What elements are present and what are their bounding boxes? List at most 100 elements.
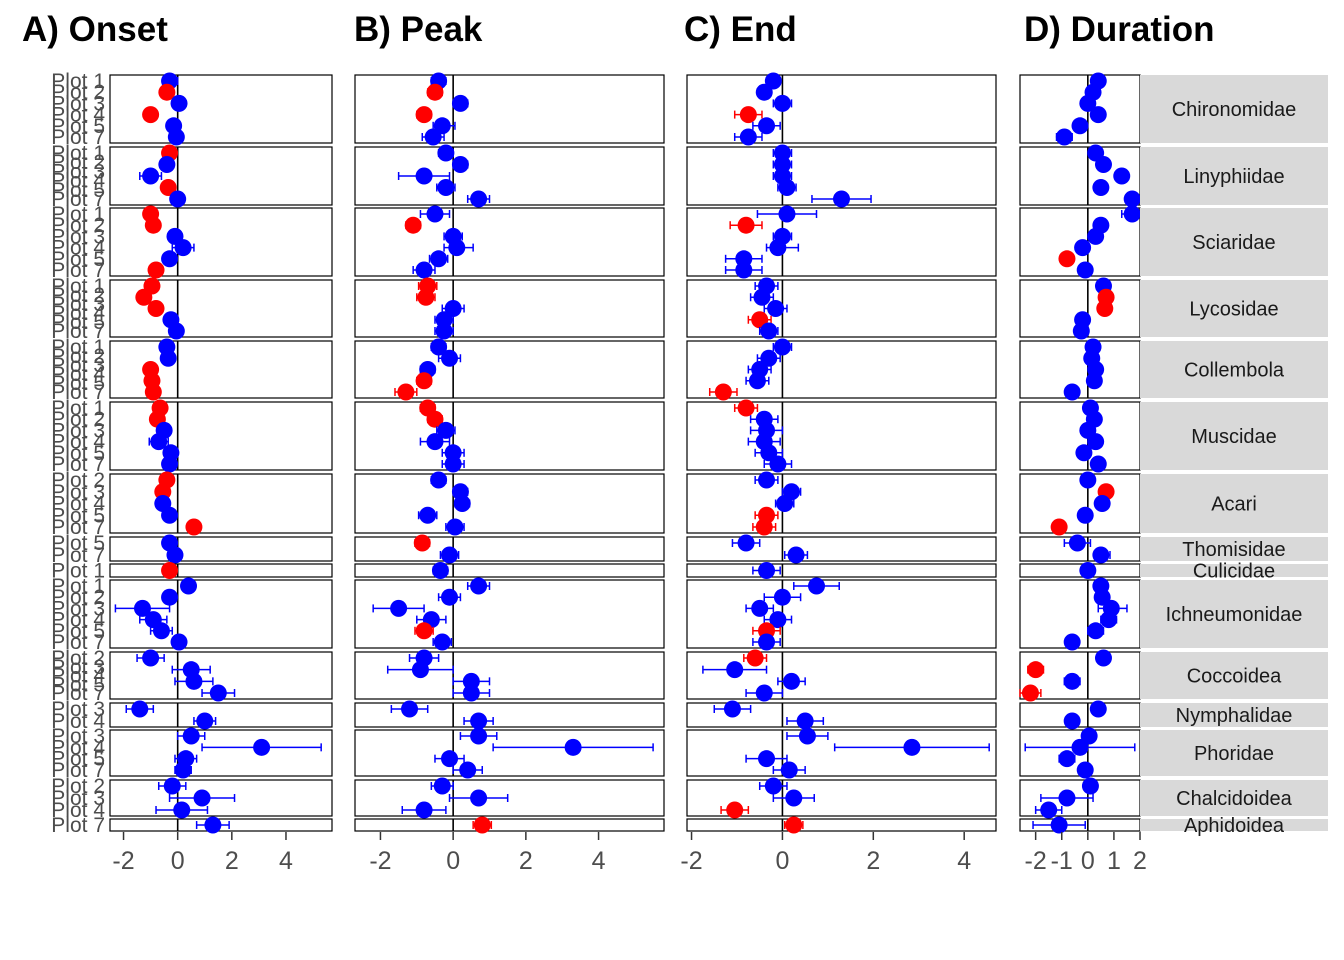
data-point — [426, 433, 444, 451]
panel-end-aphidoidea — [686, 816, 997, 834]
data-point — [161, 588, 179, 606]
data-point — [413, 534, 431, 552]
panel-onset-ichneumonidae — [109, 577, 333, 651]
data-point — [753, 288, 771, 306]
data-point — [415, 372, 433, 390]
data-point — [1075, 444, 1093, 462]
panel-duration-collembola — [1019, 338, 1141, 401]
plot-label: Plot 7 — [51, 188, 105, 211]
taxon-label-collembola: Collembola — [1184, 360, 1285, 382]
data-point — [430, 471, 448, 489]
data-point — [154, 483, 172, 501]
panel-title-onset: A) Onset — [22, 10, 168, 49]
panel-end-culicidae — [686, 562, 997, 579]
plot-label: Plot 2 — [51, 408, 105, 431]
plot-label: Plot 7 — [51, 381, 105, 404]
data-point — [1094, 156, 1112, 173]
plot-label: Plot 3 — [51, 160, 105, 183]
data-point — [1074, 239, 1092, 257]
data-point — [746, 649, 764, 667]
data-point — [726, 801, 744, 819]
data-point — [441, 750, 459, 768]
panel-peak-linyphiidae — [354, 144, 665, 208]
taxon-strip — [1140, 474, 1328, 533]
plot-label: Plot 4 — [51, 799, 105, 822]
panel-peak-aphidoidea — [354, 816, 665, 834]
panel-duration-muscidae — [1019, 399, 1141, 473]
taxon-strip — [1140, 537, 1328, 561]
data-point — [1079, 94, 1097, 112]
taxon-strip — [1140, 580, 1328, 648]
data-point — [1079, 471, 1097, 489]
panel-peak-muscidae — [354, 399, 665, 473]
data-point — [1058, 250, 1076, 268]
x-tick-label: 2 — [1133, 847, 1147, 875]
panel-title-end: C) End — [684, 10, 797, 49]
data-point — [431, 562, 449, 579]
data-point — [755, 684, 773, 702]
panel-end-collembola — [686, 338, 997, 401]
plot-label: Plot 1 — [51, 142, 105, 165]
data-point — [453, 495, 471, 512]
data-point — [158, 83, 176, 101]
data-point — [1087, 227, 1105, 245]
data-point — [1050, 816, 1068, 834]
data-point — [182, 727, 200, 745]
panel-onset-linyphiidae — [109, 144, 333, 208]
plot-label: Plot 4 — [51, 609, 105, 632]
data-point — [773, 588, 791, 606]
data-point — [780, 761, 798, 779]
panel-end-thomisidae — [686, 534, 997, 564]
panel-frame — [109, 729, 333, 777]
data-point — [1089, 455, 1107, 473]
panel-frame — [354, 473, 665, 534]
panel-end-coccoidea — [686, 649, 997, 702]
data-point — [755, 518, 773, 536]
data-point — [196, 712, 214, 730]
panel-title-peak: B) Peak — [354, 10, 483, 49]
taxon-strip — [1140, 402, 1328, 470]
data-point — [739, 128, 757, 146]
data-point — [758, 562, 776, 579]
data-point — [419, 506, 437, 524]
plot-label: Plot 5 — [51, 179, 105, 202]
plot-label: Plot 7 — [51, 631, 105, 654]
panel-frame — [686, 340, 997, 399]
data-point — [473, 816, 491, 834]
data-point — [415, 622, 433, 640]
data-point — [397, 383, 415, 401]
data-point — [437, 144, 455, 162]
data-point — [785, 789, 803, 807]
panel-peak-culicidae — [354, 562, 665, 579]
panel-onset-culicidae — [109, 562, 333, 579]
panel-frame — [354, 651, 665, 700]
plot-label: Plot 4 — [51, 710, 105, 733]
plot-label: Plot 2 — [51, 775, 105, 798]
plot-label: Plot 2 — [51, 469, 105, 492]
taxon-label-lycosidae: Lycosidae — [1189, 299, 1278, 321]
panel-peak-coccoidea — [354, 649, 665, 702]
x-tick-label: -2 — [680, 847, 702, 875]
panel-peak-chalcidoidea — [354, 777, 665, 819]
plot-label: Plot 3 — [51, 725, 105, 748]
panel-end-sciaridae — [686, 205, 997, 279]
panel-frame — [354, 279, 665, 338]
data-point — [426, 205, 444, 223]
data-point — [142, 167, 160, 185]
panel-frame — [686, 74, 997, 144]
panel-frame — [354, 563, 665, 578]
taxon-label-chalcidoidea: Chalcidoidea — [1176, 788, 1293, 810]
panel-duration-chironomidae — [1019, 72, 1141, 146]
data-point — [204, 816, 222, 834]
data-point — [462, 672, 480, 690]
plot-label: Plot 5 — [51, 248, 105, 271]
data-point — [167, 322, 185, 340]
plot-label: Plot 2 — [51, 647, 105, 670]
data-point — [1076, 261, 1094, 279]
data-point — [158, 156, 176, 173]
panel-duration-culicidae — [1019, 562, 1141, 579]
plot-label: Plot 1 — [51, 575, 105, 598]
data-point — [751, 311, 769, 329]
panel-peak-acari — [354, 471, 665, 536]
data-point — [441, 588, 459, 606]
